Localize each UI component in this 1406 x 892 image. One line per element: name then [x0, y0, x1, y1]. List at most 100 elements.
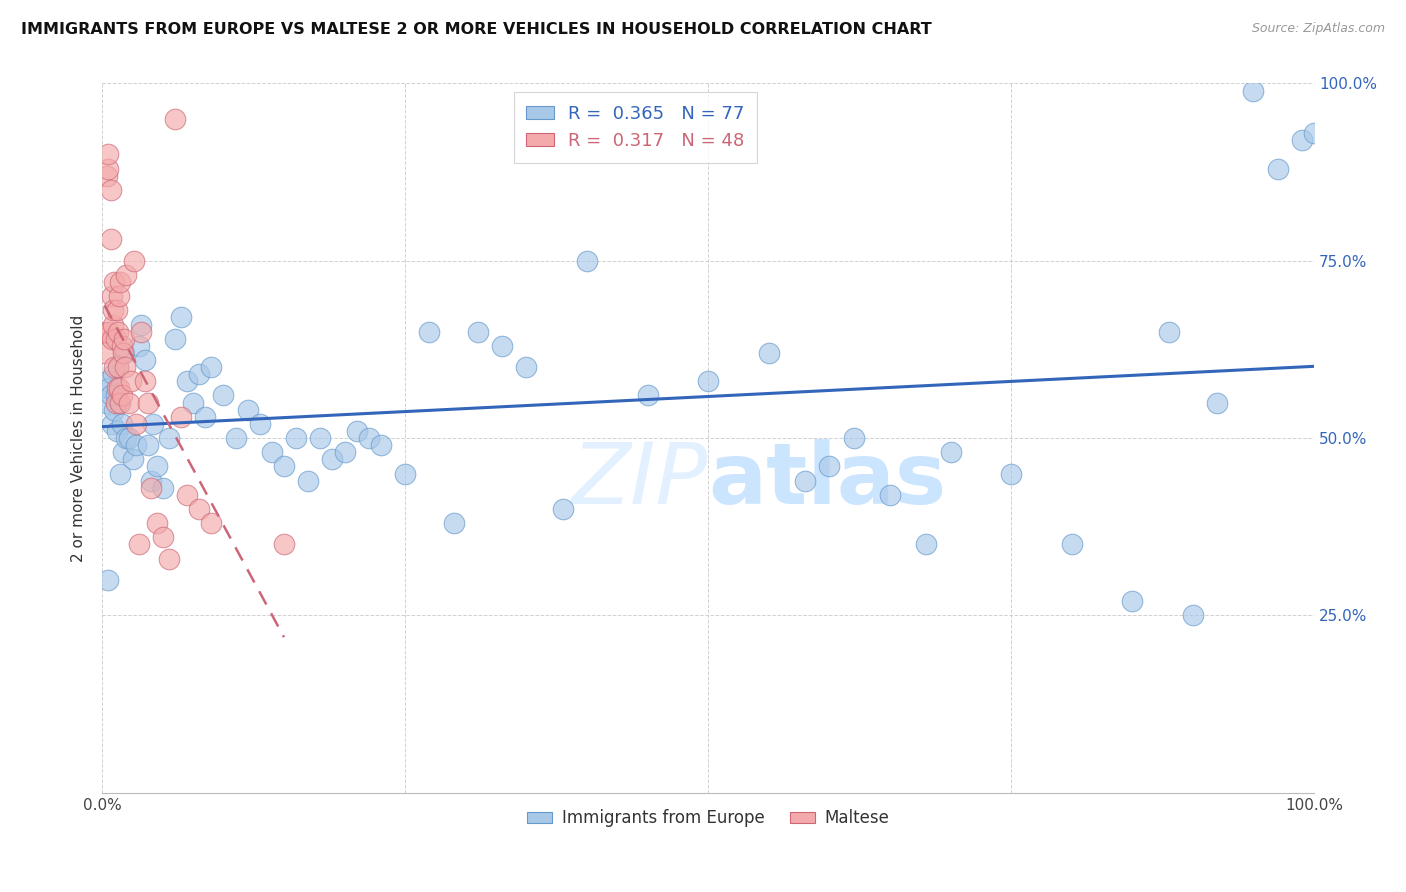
- Point: [142, 417, 165, 431]
- Text: atlas: atlas: [709, 439, 946, 522]
- Point: [152, 481, 174, 495]
- Point: [136, 438, 159, 452]
- Point: [170, 310, 193, 325]
- Point: [115, 431, 138, 445]
- Point: [370, 438, 392, 452]
- Point: [103, 275, 125, 289]
- Point: [551, 502, 574, 516]
- Point: [100, 388, 122, 402]
- Point: [107, 325, 129, 339]
- Point: [107, 360, 129, 375]
- Point: [129, 318, 152, 332]
- Point: [125, 417, 148, 431]
- Point: [163, 332, 186, 346]
- Point: [309, 431, 332, 445]
- Point: [98, 325, 121, 339]
- Point: [104, 395, 127, 409]
- Point: [110, 388, 132, 402]
- Point: [110, 395, 132, 409]
- Point: [122, 253, 145, 268]
- Point: [879, 488, 901, 502]
- Point: [515, 360, 537, 375]
- Point: [333, 445, 356, 459]
- Point: [1206, 395, 1229, 409]
- Point: [1157, 325, 1180, 339]
- Point: [101, 318, 124, 332]
- Point: [758, 346, 780, 360]
- Point: [108, 395, 131, 409]
- Point: [418, 325, 440, 339]
- Point: [225, 431, 247, 445]
- Point: [188, 502, 211, 516]
- Point: [101, 303, 124, 318]
- Point: [200, 516, 222, 530]
- Point: [200, 360, 222, 375]
- Point: [112, 332, 135, 346]
- Point: [100, 232, 122, 246]
- Legend: Immigrants from Europe, Maltese: Immigrants from Europe, Maltese: [520, 803, 896, 834]
- Point: [273, 459, 295, 474]
- Point: [93, 346, 115, 360]
- Point: [97, 161, 120, 176]
- Point: [101, 332, 124, 346]
- Point: [188, 368, 211, 382]
- Point: [1267, 161, 1289, 176]
- Point: [134, 353, 156, 368]
- Point: [96, 374, 118, 388]
- Point: [105, 303, 128, 318]
- Point: [176, 488, 198, 502]
- Point: [637, 388, 659, 402]
- Point: [1060, 537, 1083, 551]
- Point: [98, 381, 121, 395]
- Text: IMMIGRANTS FROM EUROPE VS MALTESE 2 OR MORE VEHICLES IN HOUSEHOLD CORRELATION CH: IMMIGRANTS FROM EUROPE VS MALTESE 2 OR M…: [21, 22, 932, 37]
- Point: [139, 474, 162, 488]
- Point: [111, 445, 134, 459]
- Point: [285, 431, 308, 445]
- Point: [129, 325, 152, 339]
- Point: [112, 346, 135, 360]
- Point: [104, 332, 127, 346]
- Point: [97, 573, 120, 587]
- Point: [1121, 594, 1143, 608]
- Point: [103, 402, 125, 417]
- Point: [394, 467, 416, 481]
- Y-axis label: 2 or more Vehicles in Household: 2 or more Vehicles in Household: [72, 314, 86, 562]
- Point: [139, 481, 162, 495]
- Point: [145, 459, 167, 474]
- Point: [236, 402, 259, 417]
- Point: [108, 289, 131, 303]
- Point: [105, 424, 128, 438]
- Point: [128, 339, 150, 353]
- Point: [915, 537, 938, 551]
- Point: [1303, 126, 1326, 140]
- Point: [94, 325, 117, 339]
- Point: [249, 417, 271, 431]
- Point: [163, 112, 186, 126]
- Point: [260, 445, 283, 459]
- Point: [575, 253, 598, 268]
- Point: [115, 268, 138, 282]
- Point: [101, 368, 124, 382]
- Point: [96, 169, 118, 183]
- Point: [157, 431, 180, 445]
- Point: [842, 431, 865, 445]
- Point: [145, 516, 167, 530]
- Point: [136, 395, 159, 409]
- Point: [114, 360, 136, 375]
- Point: [100, 183, 122, 197]
- Point: [176, 374, 198, 388]
- Point: [110, 467, 132, 481]
- Point: [104, 388, 127, 402]
- Point: [170, 409, 193, 424]
- Point: [181, 395, 204, 409]
- Point: [105, 381, 128, 395]
- Text: Source: ZipAtlas.com: Source: ZipAtlas.com: [1251, 22, 1385, 36]
- Point: [491, 339, 513, 353]
- Point: [103, 360, 125, 375]
- Point: [1000, 467, 1022, 481]
- Point: [321, 452, 343, 467]
- Point: [1181, 608, 1204, 623]
- Point: [194, 409, 217, 424]
- Point: [1243, 83, 1265, 97]
- Point: [357, 431, 380, 445]
